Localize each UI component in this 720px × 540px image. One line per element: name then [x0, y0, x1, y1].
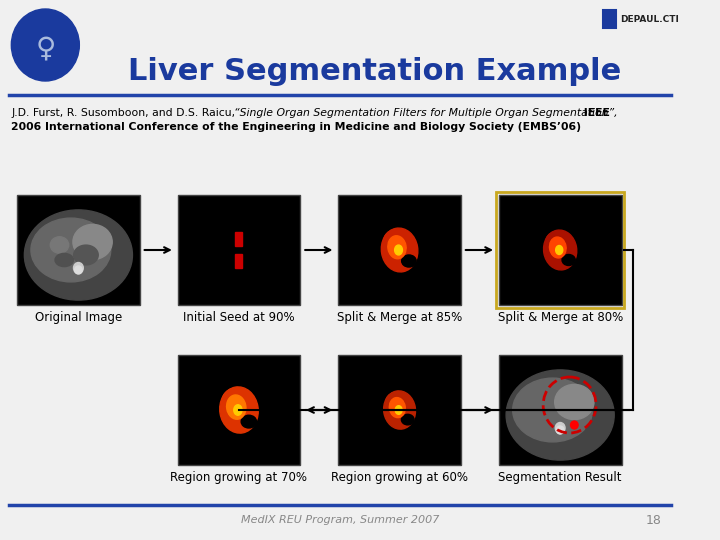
Ellipse shape — [401, 414, 414, 425]
Circle shape — [12, 9, 79, 81]
Ellipse shape — [555, 422, 565, 434]
Text: MedIX REU Program, Summer 2007: MedIX REU Program, Summer 2007 — [241, 515, 439, 525]
Text: DEPAUL.CTI: DEPAUL.CTI — [620, 15, 678, 24]
Ellipse shape — [382, 228, 418, 272]
Ellipse shape — [390, 397, 405, 417]
Text: Original Image: Original Image — [35, 311, 122, 324]
Circle shape — [75, 266, 82, 274]
Ellipse shape — [556, 246, 563, 254]
Bar — [496, 192, 624, 308]
Text: J.D. Furst, R. Susomboon, and D.S. Raicu,: J.D. Furst, R. Susomboon, and D.S. Raicu… — [12, 108, 243, 118]
Text: ♀: ♀ — [35, 34, 55, 62]
Ellipse shape — [384, 391, 415, 429]
Text: Split & Merge at 80%: Split & Merge at 80% — [498, 311, 623, 324]
Ellipse shape — [55, 253, 73, 267]
Ellipse shape — [73, 245, 98, 265]
Ellipse shape — [50, 237, 68, 253]
Ellipse shape — [506, 370, 614, 460]
Bar — [499, 355, 621, 465]
Text: 18: 18 — [645, 514, 661, 526]
Bar — [603, 10, 616, 28]
Bar — [499, 195, 621, 305]
Text: Liver Segmentation Example: Liver Segmentation Example — [127, 57, 621, 86]
Ellipse shape — [513, 378, 593, 442]
Circle shape — [570, 421, 578, 429]
Ellipse shape — [562, 254, 575, 266]
Bar — [17, 195, 140, 305]
Text: Split & Merge at 85%: Split & Merge at 85% — [337, 311, 462, 324]
Ellipse shape — [241, 415, 256, 428]
Ellipse shape — [388, 236, 406, 259]
Bar — [338, 195, 461, 305]
Ellipse shape — [220, 387, 258, 433]
Text: “Single Organ Segmentation Filters for Multiple Organ Segmentation”,: “Single Organ Segmentation Filters for M… — [234, 108, 618, 118]
Text: 2006 International Conference of the Engineering in Medicine and Biology Society: 2006 International Conference of the Eng… — [12, 122, 581, 132]
Bar — [235, 254, 242, 268]
Ellipse shape — [395, 406, 402, 414]
Text: IEEE: IEEE — [580, 108, 610, 118]
Text: Segmentation Result: Segmentation Result — [498, 471, 622, 484]
Text: Region growing at 70%: Region growing at 70% — [171, 471, 307, 484]
Ellipse shape — [73, 225, 112, 260]
Ellipse shape — [31, 218, 111, 282]
Ellipse shape — [395, 245, 402, 255]
Text: Region growing at 60%: Region growing at 60% — [331, 471, 468, 484]
Ellipse shape — [384, 229, 407, 249]
Ellipse shape — [549, 237, 566, 258]
Ellipse shape — [24, 210, 132, 300]
Ellipse shape — [227, 395, 246, 419]
Ellipse shape — [402, 255, 416, 267]
Ellipse shape — [546, 231, 567, 249]
Ellipse shape — [544, 230, 577, 270]
Text: Initial Seed at 90%: Initial Seed at 90% — [183, 311, 294, 324]
Bar — [235, 232, 242, 246]
Ellipse shape — [554, 384, 594, 420]
Ellipse shape — [234, 405, 242, 415]
Bar — [178, 195, 300, 305]
Ellipse shape — [222, 388, 247, 409]
Bar — [178, 355, 300, 465]
Ellipse shape — [73, 262, 84, 273]
Ellipse shape — [386, 392, 406, 409]
Circle shape — [557, 426, 564, 434]
Bar — [338, 355, 461, 465]
